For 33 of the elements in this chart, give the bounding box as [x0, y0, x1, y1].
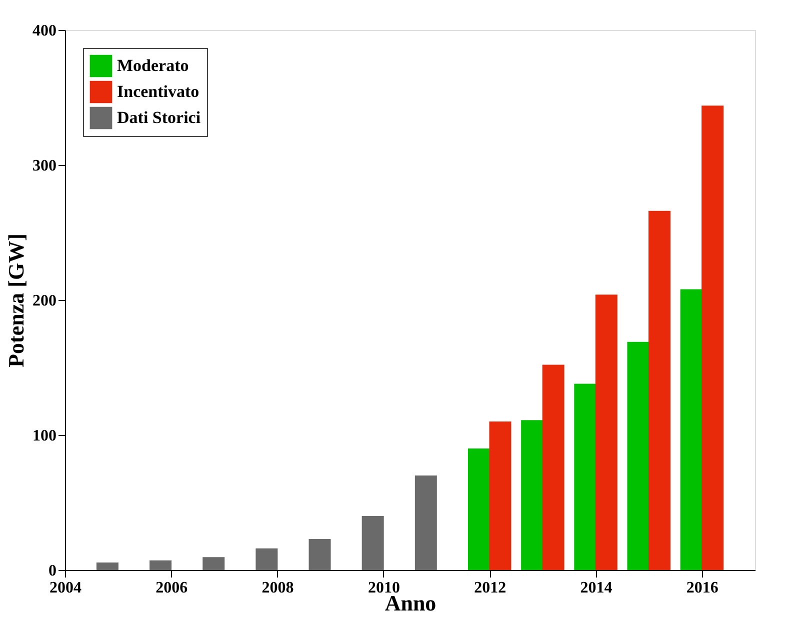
bar: [542, 364, 564, 570]
bar: [489, 422, 512, 570]
y-tick-label: 400: [32, 22, 56, 40]
x-tick-label: 2014: [580, 580, 612, 596]
legend-label: Incentivato: [117, 82, 200, 101]
bar: [680, 289, 702, 570]
y-tick-label: 100: [32, 428, 56, 444]
x-tick-label: 2016: [686, 580, 718, 596]
bar: [202, 557, 225, 570]
x-tick-label: 2012: [474, 580, 506, 596]
y-tick-label: 300: [32, 158, 56, 174]
bar: [96, 562, 118, 570]
bar: [702, 106, 724, 570]
bar: [150, 560, 172, 570]
x-tick-label: 2008: [262, 580, 294, 596]
bar: [256, 548, 278, 570]
x-tick-label: 2006: [156, 580, 188, 596]
y-tick-label: 200: [32, 292, 56, 310]
legend-label: Moderato: [117, 56, 189, 75]
bar: [308, 538, 331, 570]
bar: [595, 294, 618, 570]
bar: [574, 384, 596, 570]
x-tick-label: 2010: [368, 580, 400, 596]
bar: [521, 420, 544, 570]
y-axis-title: Potenza [GW]: [4, 234, 28, 368]
bar: [362, 516, 384, 570]
y-tick-label: 0: [48, 562, 56, 580]
bar: [627, 342, 650, 570]
bar: [468, 448, 490, 570]
legend-label: Dati Storici: [117, 108, 201, 127]
bar: [648, 210, 670, 570]
x-tick-label: 2004: [50, 580, 82, 596]
bar: [414, 476, 437, 570]
